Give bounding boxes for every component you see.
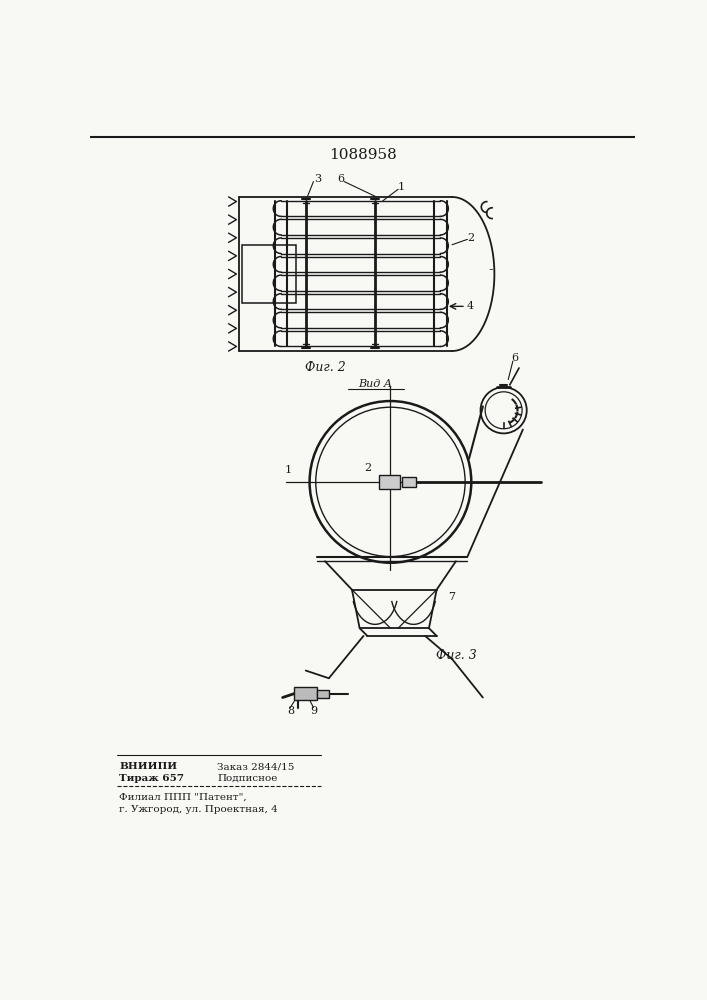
Text: 3: 3 xyxy=(315,174,322,184)
Text: -: - xyxy=(488,263,493,277)
Bar xyxy=(242,245,296,303)
Text: 6: 6 xyxy=(338,174,345,184)
Text: Филиал ППП "Патент",: Филиал ППП "Патент", xyxy=(119,793,247,802)
Text: 7: 7 xyxy=(448,592,455,602)
Text: 1: 1 xyxy=(397,182,405,192)
Text: 8: 8 xyxy=(287,706,294,716)
Bar xyxy=(317,690,329,698)
Text: Тираж 657: Тираж 657 xyxy=(119,774,185,783)
Text: Вид А: Вид А xyxy=(358,379,392,389)
Text: 1: 1 xyxy=(284,465,291,475)
Text: 4: 4 xyxy=(467,301,474,311)
Text: 2: 2 xyxy=(364,463,371,473)
Text: Фиг. 2: Фиг. 2 xyxy=(305,361,345,374)
Text: 6: 6 xyxy=(512,353,519,363)
Bar xyxy=(402,477,416,487)
Text: 2: 2 xyxy=(467,233,474,243)
Bar xyxy=(379,475,400,489)
Text: г. Ужгород, ул. Проектная, 4: г. Ужгород, ул. Проектная, 4 xyxy=(119,805,278,814)
Text: 9: 9 xyxy=(310,706,317,716)
Text: 1088958: 1088958 xyxy=(329,148,397,162)
Text: Заказ 2844/15: Заказ 2844/15 xyxy=(217,762,295,771)
Text: Подписное: Подписное xyxy=(217,774,278,783)
Bar xyxy=(294,687,317,700)
Text: ВНИИПИ: ВНИИПИ xyxy=(119,762,177,771)
Text: Фиг. 3: Фиг. 3 xyxy=(436,649,477,662)
